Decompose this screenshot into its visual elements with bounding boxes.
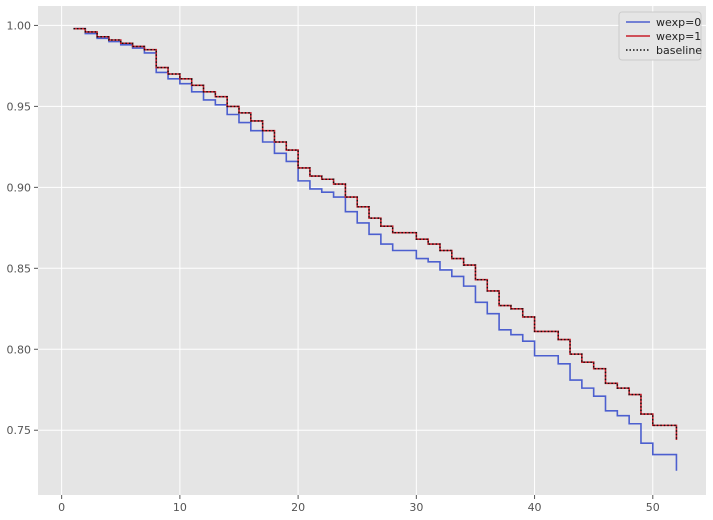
x-tick-label: 10 [173,501,187,514]
y-tick-label: 0.80 [7,343,32,356]
y-axis-ticks: 0.75 0.80 0.85 0.90 0.95 1.00 [7,19,38,437]
series-line-wexp-0 [73,27,678,471]
series-line-wexp-1 [73,27,678,440]
x-axis-ticks: 0 10 20 30 40 50 [58,495,660,514]
legend-label: wexp=0 [656,16,701,29]
y-tick-label: 0.75 [7,424,32,437]
y-tick-label: 0.90 [7,181,32,194]
x-tick-label: 30 [409,501,423,514]
legend-box [618,11,702,61]
legend-label: wexp=1 [656,30,701,43]
x-tick-label: 50 [646,501,660,514]
plot-background [38,6,706,495]
y-tick-label: 0.95 [7,100,32,113]
series-layer [73,27,678,471]
y-tick-label: 0.85 [7,262,32,275]
legend-label: baseline [656,44,702,57]
y-tick-label: 1.00 [7,19,32,32]
x-tick-label: 0 [58,501,65,514]
x-tick-label: 20 [291,501,305,514]
x-tick-label: 40 [528,501,542,514]
grid-lines [38,6,706,495]
